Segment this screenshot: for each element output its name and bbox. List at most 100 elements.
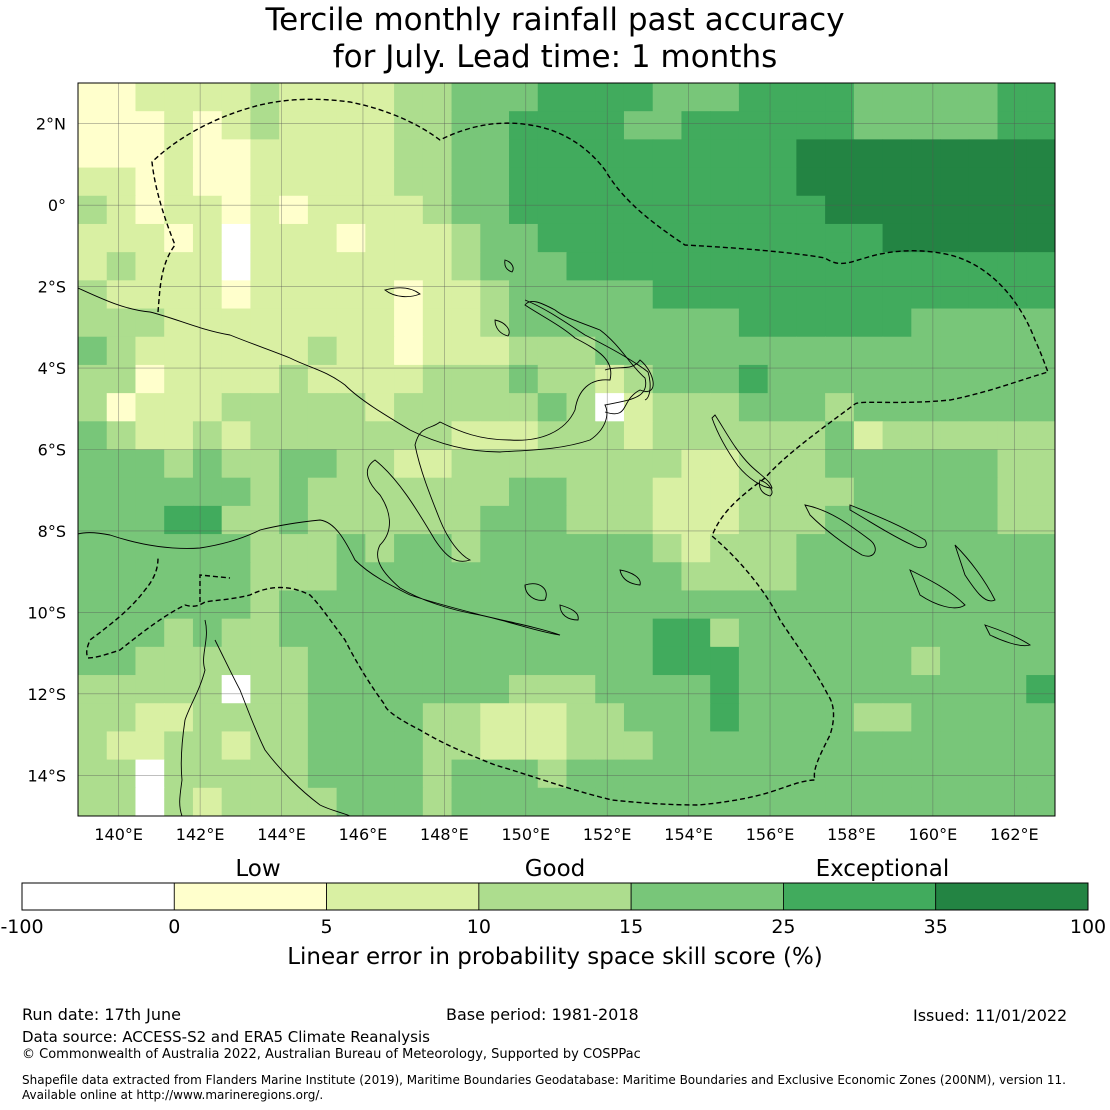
skill-cell bbox=[796, 505, 826, 535]
skill-cell bbox=[911, 167, 941, 197]
skill-cell bbox=[566, 421, 596, 451]
skill-cell bbox=[451, 195, 481, 225]
skill-cell bbox=[164, 83, 194, 112]
skill-cell bbox=[710, 308, 740, 338]
skill-cell bbox=[279, 731, 309, 761]
skill-cell bbox=[940, 449, 970, 479]
skill-cell bbox=[796, 675, 826, 704]
skill-cell bbox=[365, 364, 395, 394]
skill-cell bbox=[307, 393, 338, 422]
skill-cell bbox=[106, 167, 137, 197]
skill-cell bbox=[78, 618, 108, 648]
skill-cell bbox=[221, 590, 252, 620]
skill-cell bbox=[997, 675, 1027, 704]
skill-cell bbox=[451, 449, 481, 479]
skill-cell bbox=[1026, 195, 1055, 225]
skill-cell bbox=[623, 252, 654, 281]
skill-cell bbox=[78, 308, 108, 338]
skill-cell bbox=[968, 195, 999, 225]
skill-cell bbox=[882, 393, 912, 422]
skill-cell bbox=[681, 703, 711, 733]
skill-cell bbox=[940, 675, 970, 704]
skill-cell bbox=[767, 336, 797, 366]
skill-cell bbox=[681, 223, 711, 253]
colorbar bbox=[21, 882, 1089, 911]
skill-cell bbox=[135, 477, 165, 507]
skill-cell bbox=[365, 505, 395, 535]
skill-cell bbox=[221, 393, 252, 422]
skill-cell bbox=[336, 421, 366, 451]
skill-cell bbox=[796, 618, 826, 648]
skill-cell bbox=[192, 759, 223, 789]
skill-cell bbox=[480, 421, 510, 451]
skill-cell bbox=[710, 167, 740, 197]
skill-cell bbox=[566, 787, 596, 816]
skill-cell bbox=[997, 759, 1027, 789]
skill-cell bbox=[940, 646, 970, 676]
skill-cell bbox=[566, 280, 596, 310]
skill-cell bbox=[394, 618, 424, 648]
skill-cell bbox=[250, 590, 280, 620]
skill-cell bbox=[106, 646, 137, 676]
skill-cell bbox=[882, 449, 912, 479]
skill-cell bbox=[480, 280, 510, 310]
colorbar-tick-label: 15 bbox=[619, 916, 643, 938]
new-britain-coast bbox=[604, 359, 654, 415]
skill-cell bbox=[221, 252, 252, 281]
skill-cell bbox=[279, 167, 309, 197]
skill-cell bbox=[135, 449, 165, 479]
skill-cell bbox=[911, 195, 941, 225]
skill-cell bbox=[738, 675, 769, 704]
skill-cell bbox=[135, 646, 165, 676]
new-guinea-coast bbox=[78, 287, 647, 636]
skill-cell bbox=[1026, 252, 1055, 281]
skill-cell bbox=[738, 703, 769, 733]
skill-cell bbox=[652, 731, 683, 761]
skill-cell bbox=[681, 393, 711, 422]
skill-cell bbox=[164, 787, 194, 816]
skill-cell bbox=[422, 167, 453, 197]
skill-cell bbox=[796, 449, 826, 479]
skill-cell bbox=[997, 787, 1027, 816]
skill-cell bbox=[78, 421, 108, 451]
shapefile-credit-line-1: Shapefile data extracted from Flanders M… bbox=[22, 1073, 1066, 1087]
solomon-islands-coast bbox=[804, 504, 1032, 647]
skill-cell bbox=[767, 421, 797, 451]
skill-cell bbox=[336, 646, 366, 676]
skill-cell bbox=[595, 449, 625, 479]
skill-cell bbox=[365, 562, 395, 592]
skill-cell bbox=[997, 167, 1027, 197]
skill-cell bbox=[509, 590, 539, 620]
skill-cell bbox=[78, 675, 108, 704]
skill-cell bbox=[595, 111, 625, 140]
skill-cell bbox=[623, 139, 654, 169]
skill-cell bbox=[911, 83, 941, 112]
skill-cell bbox=[164, 731, 194, 761]
skill-cell bbox=[796, 364, 826, 394]
skill-cell bbox=[1026, 505, 1055, 535]
skill-cell bbox=[997, 393, 1027, 422]
skill-cell bbox=[307, 364, 338, 394]
skill-cell bbox=[652, 252, 683, 281]
skill-cell bbox=[738, 83, 769, 112]
skill-cell bbox=[738, 280, 769, 310]
base-period: Base period: 1981-2018 bbox=[446, 1005, 639, 1024]
colorbar-tick-label: 100 bbox=[1070, 916, 1106, 938]
skill-cell bbox=[853, 139, 884, 169]
skill-cell bbox=[451, 759, 481, 789]
skill-cell bbox=[940, 364, 970, 394]
skill-cell bbox=[911, 477, 941, 507]
skill-cell bbox=[853, 477, 884, 507]
latitude-tick-label: 8°S bbox=[38, 522, 66, 541]
skill-cell bbox=[365, 646, 395, 676]
skill-cell bbox=[164, 618, 194, 648]
map-title: Tercile monthly rainfall past accuracy f… bbox=[0, 2, 1110, 76]
skill-cell bbox=[78, 534, 108, 563]
skill-cell bbox=[509, 364, 539, 394]
skill-cell bbox=[796, 477, 826, 507]
skill-cell bbox=[365, 393, 395, 422]
skill-cell bbox=[940, 111, 970, 140]
skill-cell bbox=[192, 787, 223, 816]
skill-cell bbox=[451, 252, 481, 281]
skill-cell bbox=[767, 308, 797, 338]
